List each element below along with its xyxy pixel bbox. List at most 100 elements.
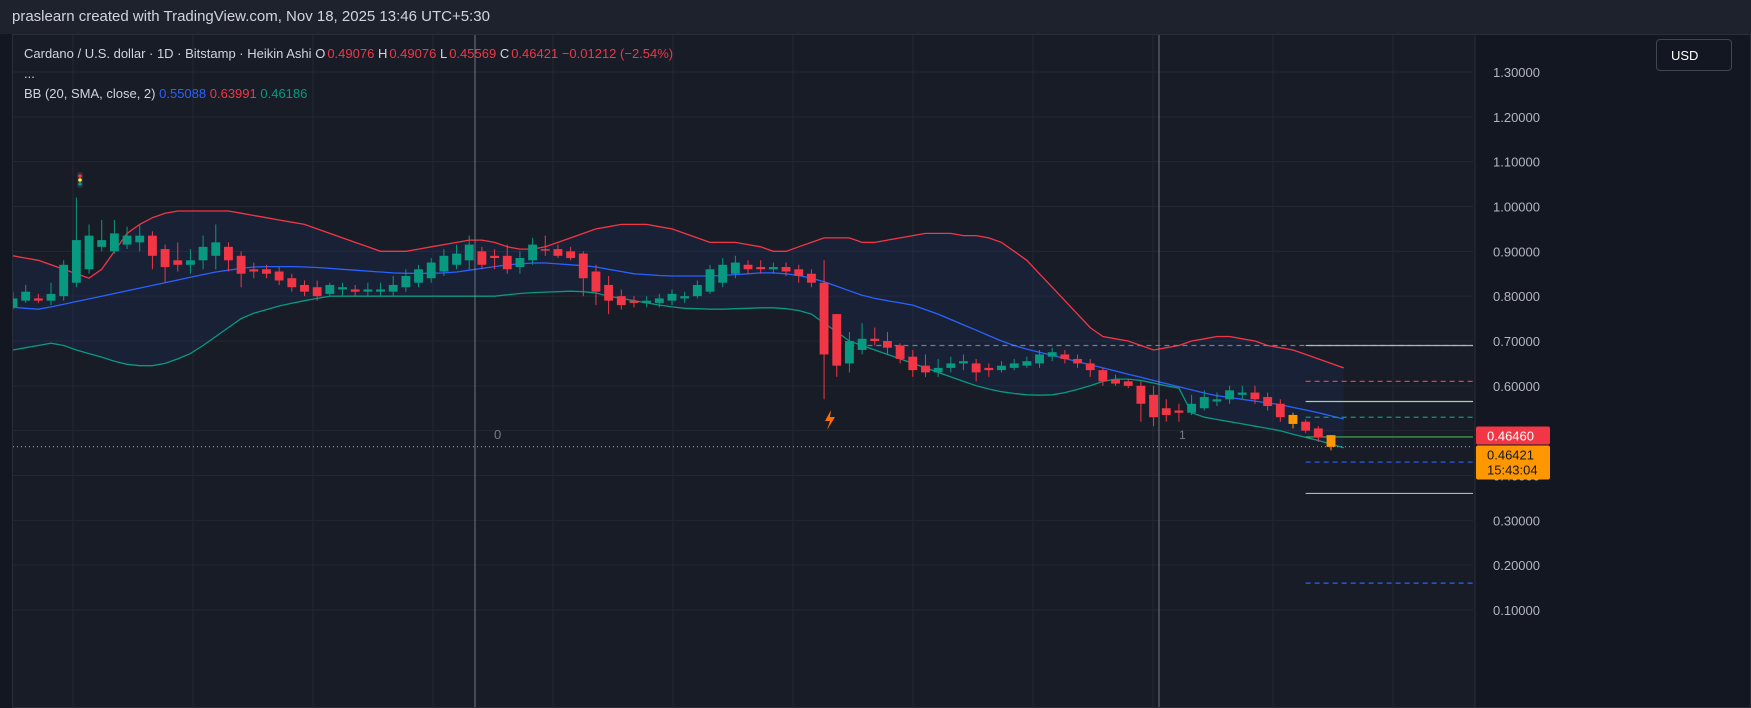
price-axis-tick: 1.20000 [1493,110,1540,125]
candle-body [667,293,677,301]
price-axis-tick: 0.70000 [1493,334,1540,349]
traffic-light-dot [78,178,82,182]
legend-change: −0.01212 (−2.54%) [561,46,674,61]
candle-body [1301,421,1311,431]
candle-body [173,260,183,265]
marker-price-label: 0.46460 [1487,429,1534,444]
candle-body [743,264,753,270]
candle-body [654,298,664,303]
legend-high: 0.49076 [389,46,437,61]
chart-legend: Cardano / U.S. dollar · 1D · Bitstamp · … [24,44,673,104]
price-axis-tick: 0.60000 [1493,379,1540,394]
candle-body [452,253,461,265]
candle-body [806,273,816,283]
legend-low-label: L [439,46,448,61]
legend-close-label: C [499,46,510,61]
candle-body [376,289,385,292]
candle-body [262,269,271,274]
chart-frame[interactable]: 0 1 1.30000 1.20000 1.10000 1.00000 0.90000 0.8… [12,34,1751,708]
candle-body [160,249,170,268]
candle-body [490,255,500,259]
zero-label: 0 [494,427,501,442]
bb-upper-line [13,210,1344,369]
candle-body [1187,403,1197,413]
candle-body [515,258,525,268]
legend-open: 0.49076 [327,46,375,61]
candle-body [401,275,411,288]
legend-bb-row: BB (20, SMA, close, 2) 0.55088 0.63991 0… [24,84,673,104]
candle-body [439,255,449,272]
candle-body [959,361,968,364]
candle-body [325,284,335,294]
candle-body [46,293,56,301]
candle-body [946,363,956,368]
price-axis-tick: 0.80000 [1493,289,1540,304]
candle-body [1136,385,1146,404]
candle-body [1035,354,1044,364]
bb-label[interactable]: BB (20, SMA, close, 2) [24,86,156,101]
candle-body [971,363,981,373]
candle-body [109,233,119,252]
bb-basis-value: 0.55088 [159,86,207,101]
candle-body [553,249,563,256]
candle-body [97,240,107,247]
candle-body [59,264,69,297]
candle-body [1149,394,1159,418]
candle-body [844,341,854,364]
candle-body [502,255,512,270]
candle-body [1098,370,1108,382]
candle-body [1022,361,1032,366]
candle-body [692,284,702,297]
candle-body [1326,435,1336,447]
candle-body [705,269,715,292]
flash-event-icon [825,410,835,430]
price-axis-tick: 1.00000 [1493,200,1540,215]
legend-open-label: O [315,46,326,61]
candle-body [1047,352,1057,357]
candle-body [1123,381,1133,386]
candle-body [84,235,94,270]
candle-body [1225,390,1235,400]
candle-body [300,284,309,292]
candle-body [540,249,550,251]
candle-body [730,262,740,274]
candle-body [921,365,930,373]
traffic-light-dot [78,174,82,178]
candle-body [604,284,614,301]
candle-body [135,235,145,243]
currency-button[interactable]: USD [1656,39,1732,71]
header-text: praslearn created with TradingView.com, … [12,8,490,25]
bb-lower-value: 0.46186 [260,86,308,101]
candle-body [122,235,132,245]
candle-body [198,246,208,261]
candle-body [566,251,576,259]
legend-symbol[interactable]: Cardano / U.S. dollar · 1D · Bitstamp · … [24,46,312,61]
candle-body [997,365,1006,371]
candle-body [464,244,474,261]
price-axis [1475,35,1750,707]
candle-body [1085,363,1095,371]
candle-body [528,244,538,261]
candle-body [388,284,398,292]
candle-body [629,300,639,303]
candle-body [13,298,18,308]
legend-high-label: H [377,46,388,61]
candle-body [1161,408,1171,415]
candle-body [883,341,892,348]
candle-body [768,267,778,270]
candle-body [33,298,43,301]
candle-body [908,356,918,371]
candle-body [426,262,436,279]
candle-body [984,367,994,371]
candle-body [249,269,259,272]
candle-body [1111,379,1120,384]
legend-low: 0.45569 [449,46,497,61]
candle-body [363,289,373,292]
candle-body [933,367,943,373]
marker-price-badge [1476,426,1550,445]
candle-body [718,264,728,283]
chart-svg[interactable]: 0 1 1.30000 1.20000 1.10000 1.00000 0.90000 0.8… [13,35,1750,707]
legend-more[interactable]: ... [24,66,35,81]
price-axis-tick: 0.30000 [1493,513,1540,528]
candle-body [1212,399,1222,402]
